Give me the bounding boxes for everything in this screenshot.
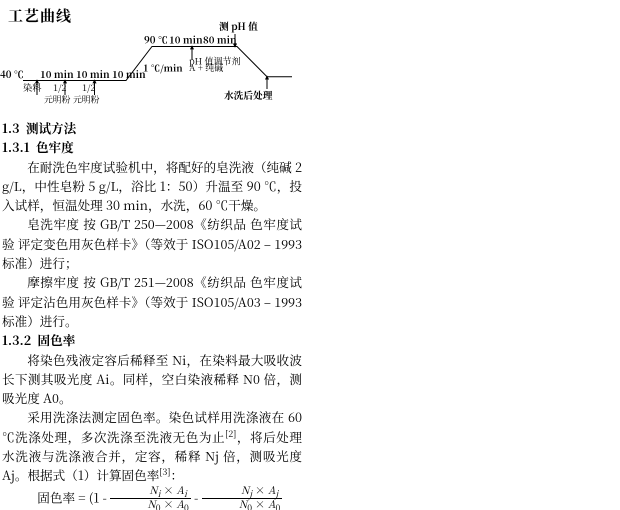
svg-text:测 pH 值: 测 pH 值 [219, 19, 258, 33]
svg-text:40 ℃: 40 ℃ [0, 67, 24, 81]
svg-text:10 min: 10 min [112, 67, 146, 81]
svg-text:10 min: 10 min [169, 33, 203, 47]
svg-text:A + 纯碱: A + 纯碱 [189, 61, 223, 74]
svg-text:染料: 染料 [23, 80, 42, 94]
svg-text:水洗后处理: 水洗后处理 [224, 88, 273, 102]
svg-text:90 ℃: 90 ℃ [144, 33, 168, 47]
svg-text:元明粉: 元明粉 [44, 93, 71, 106]
svg-text:1 ℃/min: 1 ℃/min [143, 61, 183, 75]
svg-text:80 min: 80 min [203, 33, 237, 47]
svg-text:10 min: 10 min [76, 67, 110, 81]
svg-text:10 min: 10 min [40, 67, 74, 81]
svg-text:元明粉: 元明粉 [73, 93, 100, 106]
